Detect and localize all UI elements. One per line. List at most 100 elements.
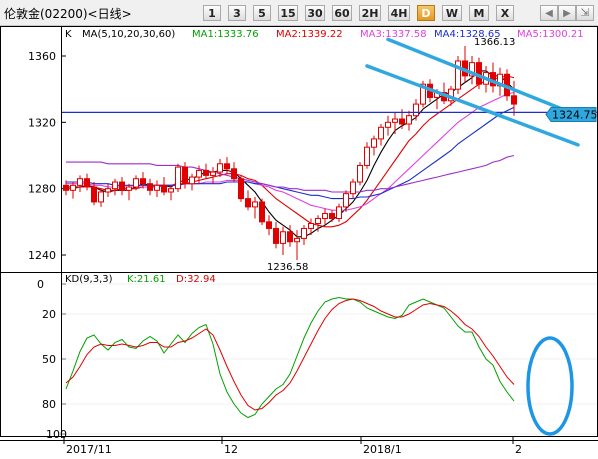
candle-body (329, 213, 335, 220)
candle-body (392, 118, 398, 123)
price-tick-label: 1280 (28, 183, 56, 196)
candle-body (70, 184, 76, 191)
candle-body (455, 60, 461, 90)
candle-body (399, 118, 405, 125)
price-tag-badge (545, 106, 597, 122)
ma-line-ma4 (66, 106, 515, 200)
price-tick-label: 1240 (28, 249, 56, 262)
candle-body (140, 178, 146, 185)
toolbar: 伦敦金(02200)<日线> 1 3 5 15 30 60 2H 4H D W M X ◀ ▶ ⇲ (0, 0, 598, 26)
candle-body (210, 171, 216, 176)
axis-labels: 1240 1280 1320 1360 100 80 50 20 0 2017/11 12 2018/… (28, 50, 522, 456)
candle-body (126, 186, 132, 191)
kd-d-value: D:32.94 (176, 274, 216, 285)
x-tick-label: 12 (224, 443, 238, 456)
price-tag-text: 1324.75 (552, 108, 598, 121)
legend-ma2: MA2:1339.22 (276, 29, 343, 40)
candle-body (175, 166, 181, 190)
candle-body (378, 126, 384, 140)
candle-body (406, 115, 412, 125)
candle-body (91, 186, 97, 203)
candlestick-series (63, 46, 517, 260)
candle-body (161, 184, 167, 193)
candle-body (98, 191, 104, 203)
candle-body (217, 163, 223, 173)
candle-body (147, 183, 153, 191)
period-button-w[interactable]: W (442, 5, 462, 21)
candle-body (336, 206, 342, 220)
period-button-3[interactable]: 3 (228, 5, 246, 21)
legend-ma3: MA3:1337.58 (360, 29, 427, 40)
candle-body (189, 176, 195, 185)
period-button-m[interactable]: M (469, 5, 489, 21)
kd-line-k (65, 296, 515, 419)
candle-body (420, 83, 426, 105)
period-button-30[interactable]: 30 (305, 5, 325, 21)
price-tick-label: 1360 (28, 50, 56, 63)
period-button-x[interactable]: X (496, 5, 514, 21)
x-tick-label: 2018/1 (363, 443, 402, 456)
candle-body (77, 178, 83, 186)
candle-body (385, 121, 391, 128)
candle-body (273, 227, 279, 244)
legend-ma5: MA5:1300.21 (517, 29, 584, 40)
candle-body (224, 163, 230, 170)
candle-body (350, 181, 356, 195)
high-price-label: 1366.13 (474, 37, 515, 48)
channel-line-extension (498, 113, 580, 147)
grid-layer (61, 55, 597, 435)
candle-body (196, 169, 202, 178)
candle-body (238, 178, 244, 200)
kd-tick-label: 0 (37, 278, 44, 291)
x-tick-label: 2017/11 (66, 443, 112, 456)
ma-line-ma5 (66, 154, 515, 193)
candle-body (308, 222, 314, 229)
candle-body (168, 188, 174, 193)
candle-body (343, 193, 349, 208)
candle-body (154, 184, 160, 191)
kd-k-value: K:21.61 (127, 274, 166, 285)
kd-panel-frame (0, 272, 598, 437)
candle-body (252, 201, 258, 208)
legend-ma4: MA4:1328.65 (434, 29, 501, 40)
period-button-5[interactable]: 5 (253, 5, 271, 21)
candle-body (84, 178, 90, 188)
candle-body (133, 178, 139, 188)
candle-body (322, 213, 328, 220)
candle-body (63, 184, 69, 191)
low-price-label: 1236.58 (267, 262, 308, 273)
candle-body (266, 221, 272, 229)
candle-body (105, 188, 111, 193)
kd-tick-label: 100 (46, 428, 67, 441)
candle-body (245, 198, 251, 208)
candle-body (280, 231, 286, 244)
candle-body (287, 231, 293, 243)
highlight-ellipse (526, 336, 574, 436)
candle-body (469, 62, 475, 77)
period-button-1[interactable]: 1 (203, 5, 221, 21)
overlay-annotations: 1324.75 (62, 37, 598, 147)
candle-body (119, 181, 125, 191)
legend-ma-params: MA(5,10,20,30,60) (82, 29, 175, 40)
channel-line-2 (365, 64, 502, 118)
period-button-4h[interactable]: 4H (388, 5, 410, 21)
expand-icon[interactable]: ⇲ (576, 5, 594, 21)
period-button-15[interactable]: 15 (278, 5, 298, 21)
candle-body (231, 168, 237, 180)
period-button-d[interactable]: D (417, 5, 435, 21)
candle-body (203, 169, 209, 176)
right-arrow-icon[interactable]: ▶ (558, 5, 576, 21)
period-button-2h[interactable]: 2H (359, 5, 381, 21)
period-button-60[interactable]: 60 (332, 5, 352, 21)
price-tick-label: 1320 (28, 116, 56, 129)
candle-body (112, 181, 118, 190)
ma-line-ma3 (66, 91, 515, 211)
candle-body (259, 201, 265, 223)
kd-indicator-lines (65, 296, 574, 436)
kd-tick-label: 80 (42, 398, 56, 411)
candle-body (315, 218, 321, 224)
candle-body (357, 164, 363, 183)
left-arrow-icon[interactable]: ◀ (540, 5, 558, 21)
kd-line-d (65, 298, 515, 411)
